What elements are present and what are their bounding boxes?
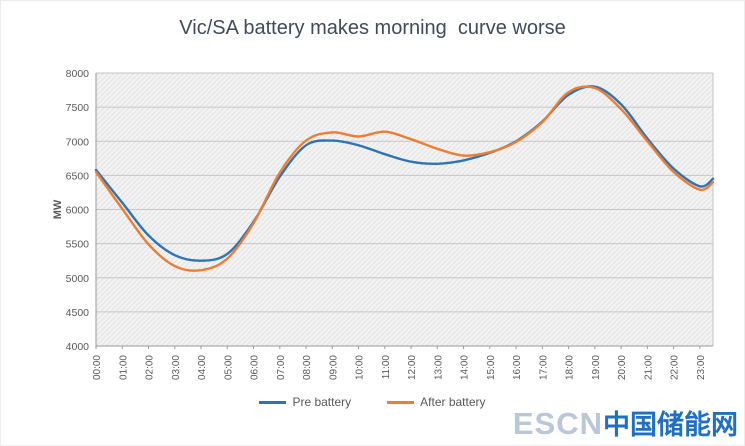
x-tick-label: 18:00 [565, 355, 576, 380]
y-tick-label: 4500 [66, 307, 90, 319]
y-tick-label: 4000 [66, 341, 90, 353]
watermark-escn-logo: ESCN [512, 406, 603, 441]
x-tick-label: 10:00 [355, 355, 366, 380]
watermark-cn-text: 中国储能网 [603, 410, 738, 440]
pre-battery-line-swatch [259, 400, 287, 404]
x-tick-label: 13:00 [433, 355, 444, 380]
y-tick-label: 6000 [66, 205, 90, 217]
after-battery-line [94, 85, 715, 272]
x-tick-label: 05:00 [223, 355, 234, 380]
x-tick-label: 23:00 [696, 355, 707, 380]
x-tick-label: 04:00 [197, 355, 208, 380]
x-tick-label: 11:00 [381, 355, 392, 380]
y-tick-label: 8000 [66, 68, 90, 80]
x-tick-label: 01:00 [118, 355, 129, 380]
legend: Pre battery After battery [1, 395, 744, 409]
x-tick-label: 16:00 [512, 355, 523, 380]
x-tick-label: 21:00 [643, 355, 654, 380]
x-tick-label: 15:00 [486, 355, 497, 380]
y-tick-label: 7000 [66, 136, 90, 148]
legend-label-pre-battery: Pre battery [292, 395, 352, 409]
x-tick-label: 20:00 [617, 355, 628, 380]
legend-item-after-battery: After battery [387, 395, 486, 409]
x-tick-label: 00:00 [92, 355, 103, 380]
x-tick-label: 14:00 [460, 355, 471, 380]
x-tick-label: 19:00 [591, 355, 602, 380]
x-tick-label: 02:00 [145, 355, 156, 380]
x-tick-label: 12:00 [407, 355, 418, 380]
x-tick-label: 07:00 [276, 355, 287, 380]
legend-label-after-battery: After battery [420, 395, 486, 409]
watermark: ESCN中国储能网 [513, 403, 738, 442]
y-tick-label: 5500 [66, 239, 90, 251]
legend-item-pre-battery: Pre battery [259, 395, 351, 409]
y-tick-label: 5000 [66, 273, 90, 285]
y-tick-label: 7500 [66, 102, 90, 114]
chart-title: Vic/SA battery makes morning curve worse [179, 17, 566, 39]
x-tick-label: 06:00 [250, 355, 261, 380]
y-axis-title: MW [52, 199, 64, 219]
x-tick-label: 09:00 [328, 355, 339, 380]
x-tick-label: 22:00 [670, 355, 681, 380]
pre-battery-line [94, 85, 715, 262]
y-tick-label: 6500 [66, 170, 90, 182]
x-tick-label: 08:00 [302, 355, 313, 380]
x-tick-label: 17:00 [538, 355, 549, 380]
after-battery-line-swatch [387, 400, 415, 404]
x-tick-label: 03:00 [171, 355, 182, 380]
